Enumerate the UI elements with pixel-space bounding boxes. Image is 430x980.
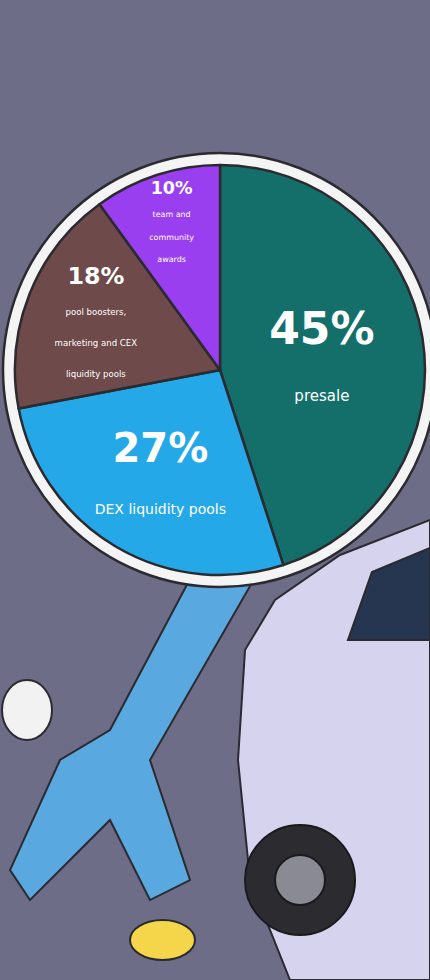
svg-text:18%pool boosters,marketing and: 18%pool boosters,marketing and CEXliquid… [55,262,138,379]
svg-text:27%DEX liquidity pools: 27%DEX liquidity pools [95,425,226,517]
svg-text:45%presale: 45%presale [269,303,374,405]
svg-text:10%team andcommunityawards: 10%team andcommunityawards [149,178,194,264]
